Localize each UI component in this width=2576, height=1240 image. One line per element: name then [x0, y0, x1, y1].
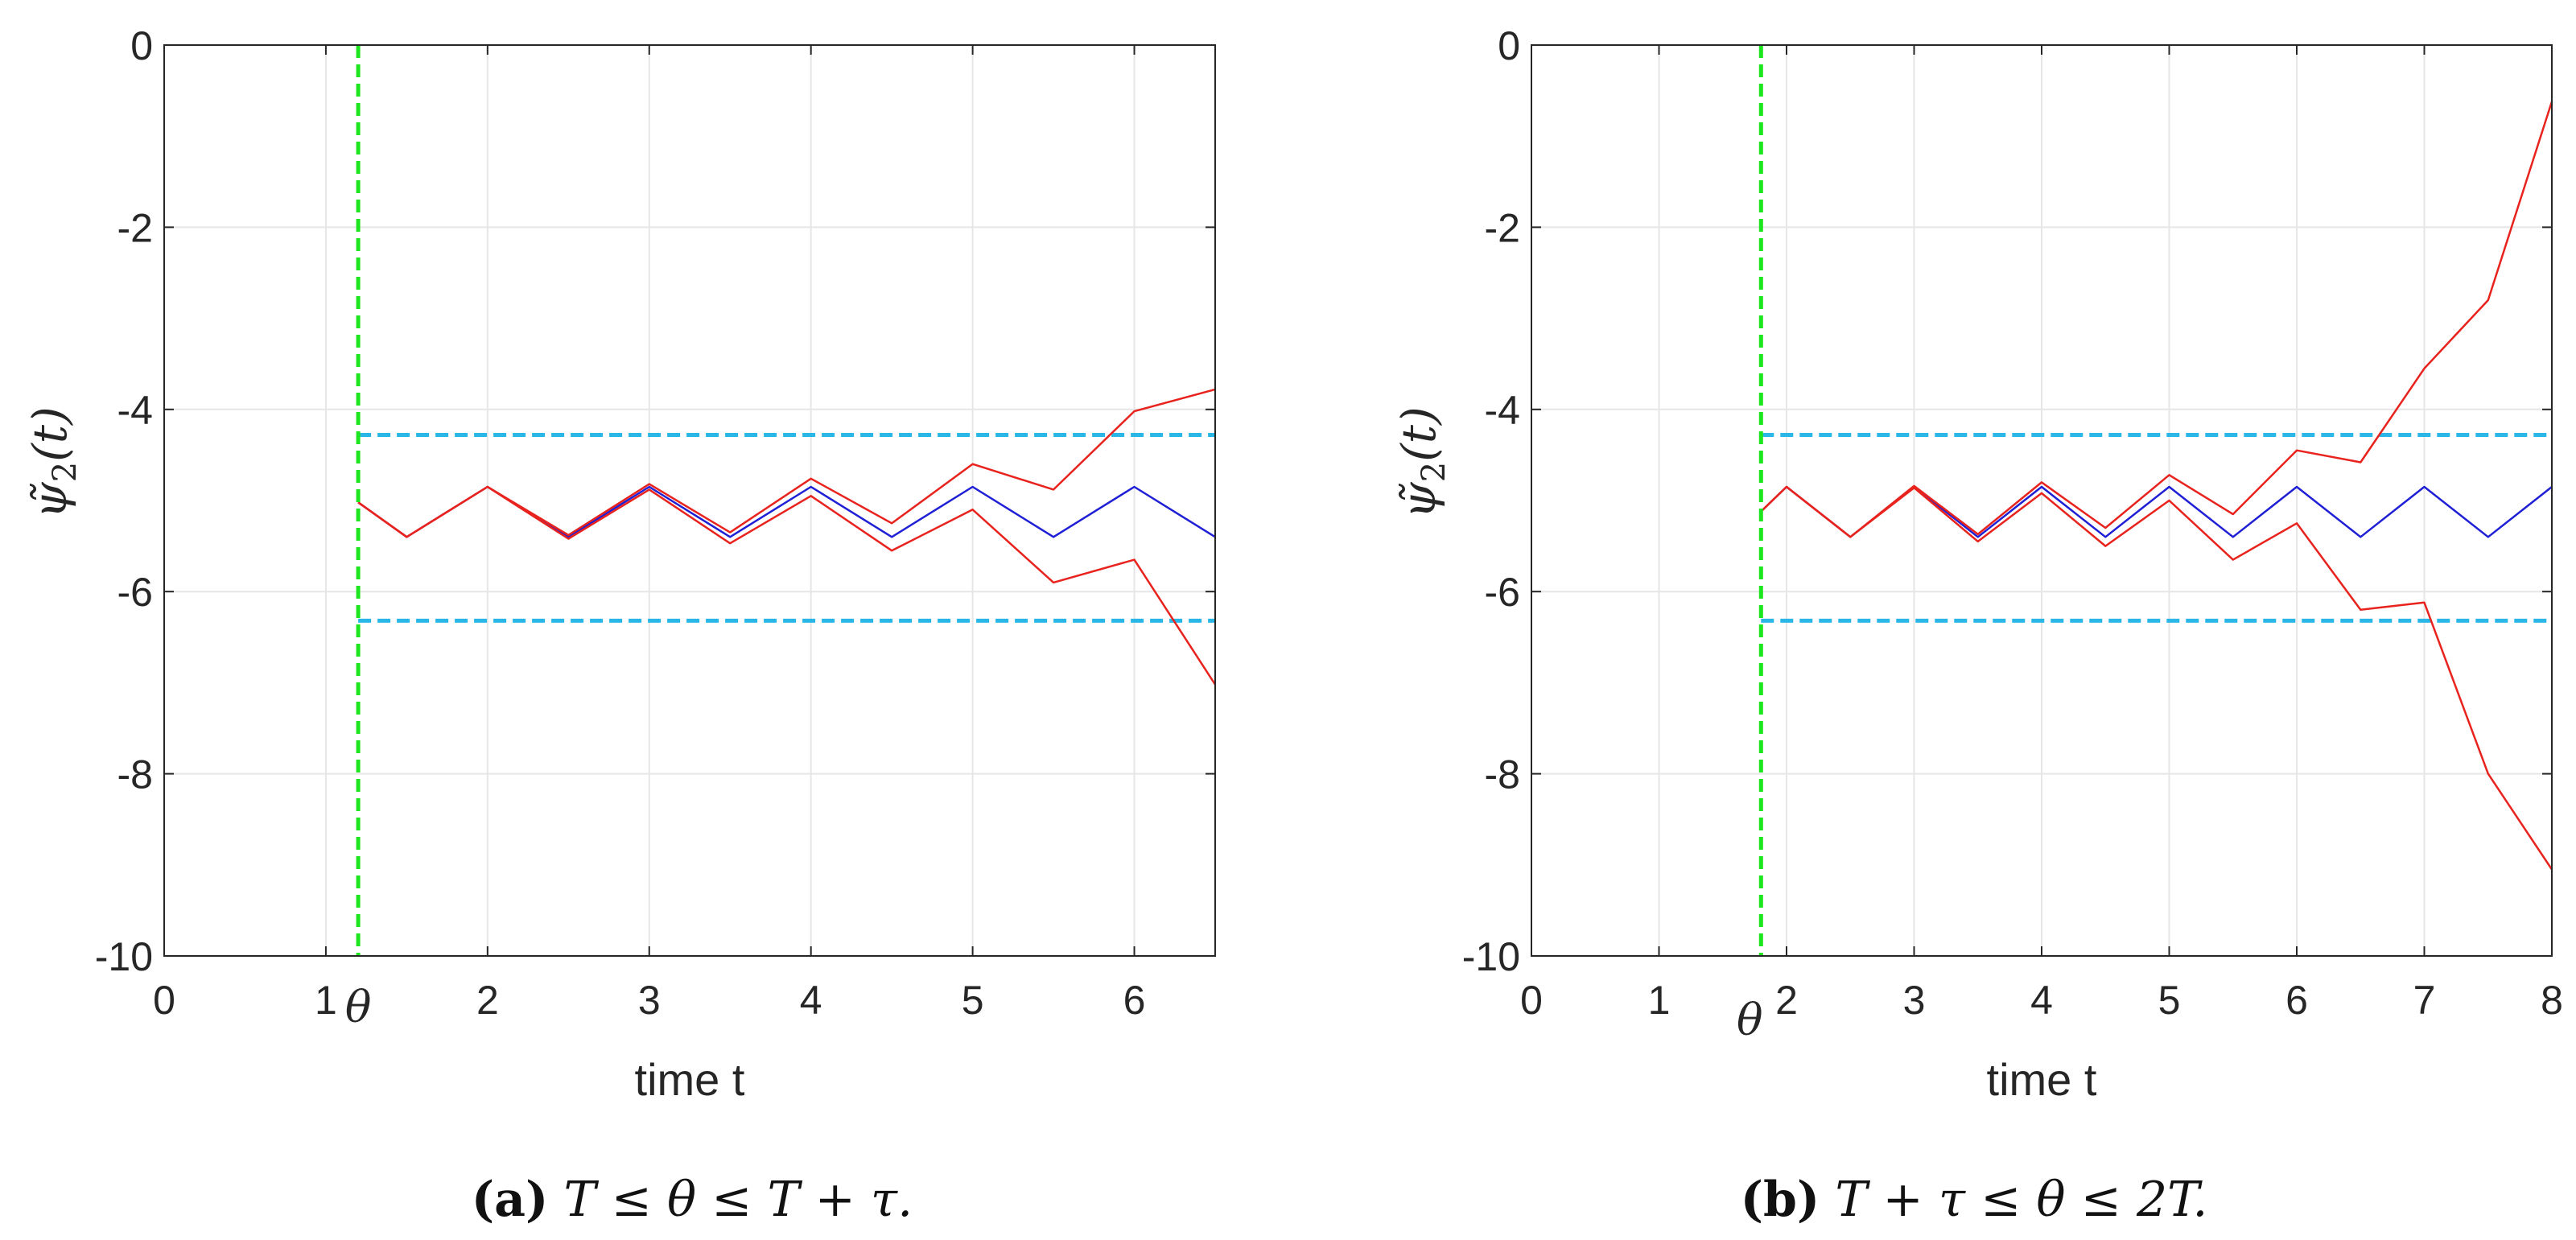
panel-b-y-label-symbol: ψ̃	[1391, 482, 1446, 519]
panel-a: 0 1 2 3 4 5 60-2-4-6-8-10 time t ψ̃2(t) θ	[23, 23, 1217, 1105]
panel-b-y-tick-label: 0	[1498, 23, 1520, 68]
caption-a: (a) T ≤ θ ≤ T + τ.	[472, 1172, 913, 1228]
svg-text:ψ̃2(t): ψ̃2(t)	[1391, 406, 1453, 519]
panel-b-series-lower-bound	[1760, 485, 2553, 871]
panel-b-x-axis-label: time t	[1987, 1054, 2097, 1105]
panel-b-y-tick-label: -10	[1462, 934, 1520, 979]
panel-b-series-upper-bound	[1760, 101, 2553, 538]
caption-a-letter: (a)	[472, 1172, 549, 1228]
panel-b-y-tick-label: -4	[1485, 388, 1520, 433]
panel-b-x-tick-label: 2	[1775, 978, 1798, 1023]
panel-b-x-tick-label: 3	[1903, 978, 1926, 1023]
panel-a-y-tick-label: -2	[117, 205, 153, 250]
caption-b-math: T + τ ≤ θ ≤ 2T.	[1835, 1172, 2207, 1228]
panel-b-x-tick-label: 7	[2413, 978, 2436, 1023]
panel-a-x-tick-label: 4	[800, 978, 822, 1023]
panel-a-x-tick-label: 0	[153, 978, 175, 1023]
panel-b-series-nominal	[1760, 485, 2553, 538]
panel-b-grid	[1531, 45, 2553, 956]
caption-b: (b) T + τ ≤ θ ≤ 2T.	[1741, 1172, 2208, 1228]
panel-a-series-lower-bound	[357, 485, 1217, 686]
caption-a-math: T ≤ θ ≤ T + τ.	[564, 1172, 913, 1228]
panel-a-y-label-symbol: ψ̃	[23, 482, 77, 519]
panel-a-ticks: 0 1 2 3 4 5 6 0 -2 -4 -6 -8 -10	[95, 23, 1215, 1023]
panel-b-x-tick-label: 4	[2030, 978, 2053, 1023]
panel-b-y-axis-label: ψ̃2(t)	[1391, 406, 1453, 519]
panel-a-y-tick-label: -10	[95, 934, 153, 979]
panel-b-x-tick-label: 0	[1520, 978, 1543, 1023]
panel-a-plot-lines	[356, 45, 1217, 956]
panel-b-ticks: 0 1 2 3 4 5 6 7 8 0 -2 -4 -6 -8 -10	[1462, 23, 2563, 1023]
panel-a-y-tick-label: -4	[117, 388, 153, 433]
svg-text:ψ̃2(t): ψ̃2(t)	[23, 406, 84, 519]
panel-a-y-tick-label: -6	[117, 570, 153, 615]
panel-b-x-tick-label: 8	[2541, 978, 2563, 1023]
panel-a-x-tick-label: 2	[476, 978, 499, 1023]
panel-a-series-upper-bound	[357, 388, 1216, 538]
panel-b-y-tick-label: -6	[1485, 570, 1520, 615]
panel-b-x-tick-label: 5	[2158, 978, 2181, 1023]
panel-a-axes-frame	[163, 44, 1216, 957]
panel-b-x-tick-label: 1	[1648, 978, 1671, 1023]
panel-a-y-axis-label: ψ̃2(t)	[23, 406, 84, 519]
panel-a-y-label-arg: (t)	[23, 406, 77, 462]
panel-b-y-tick-label: -8	[1485, 752, 1520, 797]
panel-b-y-label-arg: (t)	[1391, 406, 1446, 462]
panel-a-y-label-sub: 2	[47, 462, 84, 482]
panel-b-theta-label: θ	[1737, 995, 1763, 1045]
panel-b-plot-lines	[1758, 45, 2553, 956]
panel-a-y-tick-label: -8	[117, 752, 153, 797]
panel-a-y-tick-label: 0	[130, 23, 153, 68]
panel-a-x-tick-label: 1	[315, 978, 337, 1023]
panel-a-theta-label: θ	[345, 982, 372, 1032]
panel-b-x-tick-label: 6	[2285, 978, 2308, 1023]
panel-a-x-axis-label: time t	[635, 1054, 745, 1105]
panel-a-grid	[164, 45, 1215, 956]
panel-b-axes-frame	[1531, 44, 2553, 957]
panel-a-x-tick-label: 3	[638, 978, 661, 1023]
panel-b-y-tick-label: -2	[1485, 205, 1520, 250]
panel-b-y-label-sub: 2	[1416, 462, 1453, 482]
panel-b: 0 1 2 3 4 5 6 7 80-2-4-6-8-10 time t ψ̃2(t) θ	[1391, 23, 2563, 1105]
panel-a-x-tick-label: 6	[1123, 978, 1146, 1023]
panel-a-x-tick-label: 5	[962, 978, 984, 1023]
caption-b-letter: (b)	[1741, 1172, 1820, 1228]
